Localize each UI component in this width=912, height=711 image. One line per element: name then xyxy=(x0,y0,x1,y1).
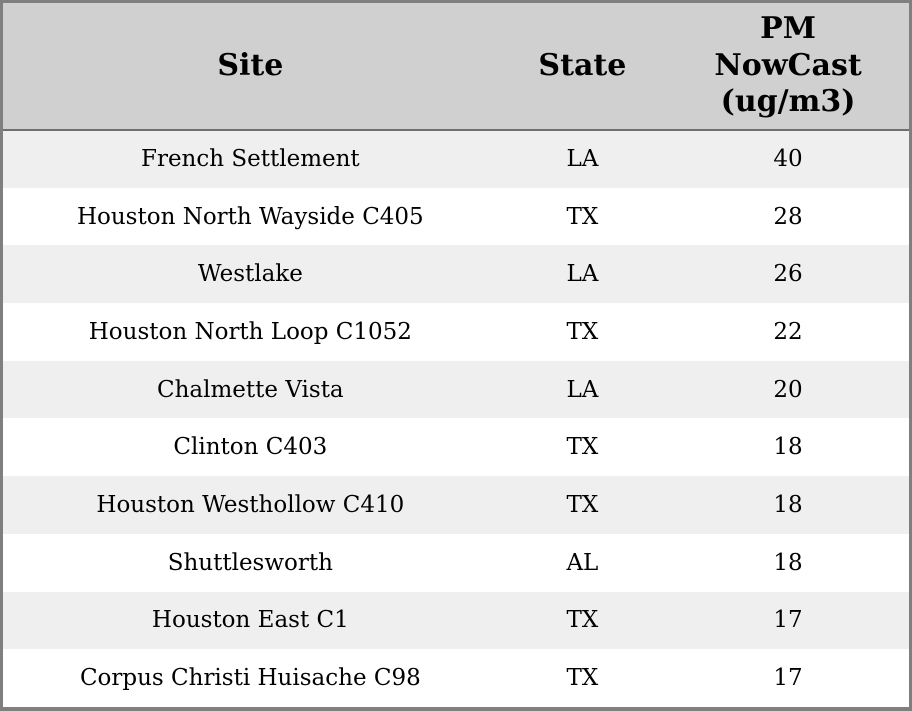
header-line: (ug/m3) xyxy=(720,84,856,120)
pm-cell: 17 xyxy=(667,591,909,650)
table-row: Westlake LA 26 xyxy=(3,245,909,304)
site-cell: Houston East C1 xyxy=(3,591,498,650)
table-row: Houston East C1 TX 17 xyxy=(3,591,909,650)
pm-cell: 40 xyxy=(667,130,909,188)
site-cell: Shuttlesworth xyxy=(3,533,498,592)
header-row: Site State PM NowCast (ug/m3) xyxy=(3,3,909,131)
pm-cell: 28 xyxy=(667,187,909,246)
pm-cell: 18 xyxy=(667,418,909,477)
pm-nowcast-table: Site State PM NowCast (ug/m3) French Settlem… xyxy=(3,3,909,707)
site-cell: Chalmette Vista xyxy=(3,360,498,419)
column-header-state: State xyxy=(497,3,668,131)
table-row: Houston North Wayside C405 TX 28 xyxy=(3,187,909,246)
state-cell: AL xyxy=(497,533,668,592)
column-header-site: Site xyxy=(3,3,498,131)
table-row: Chalmette Vista LA 20 xyxy=(3,360,909,419)
state-cell: TX xyxy=(497,187,668,246)
pm-cell: 26 xyxy=(667,245,909,304)
state-cell: TX xyxy=(497,591,668,650)
table-row: Houston Westhollow C410 TX 18 xyxy=(3,476,909,534)
table-body: French Settlement LA 40 Houston North Waysi… xyxy=(3,130,909,707)
header-line: PM xyxy=(760,11,816,47)
site-cell: Houston North Loop C1052 xyxy=(3,303,498,361)
header-line: Site xyxy=(217,47,284,83)
table-header: Site State PM NowCast (ug/m3) xyxy=(3,3,909,131)
site-cell: Houston North Wayside C405 xyxy=(3,187,498,246)
table-row: French Settlement LA 40 xyxy=(3,130,909,188)
header-line: State xyxy=(538,47,627,83)
site-cell: French Settlement xyxy=(3,130,498,188)
pm-cell: 18 xyxy=(667,476,909,534)
column-header-pm: PM NowCast (ug/m3) xyxy=(667,3,909,131)
state-cell: TX xyxy=(497,303,668,361)
table-row: Corpus Christi Huisache C98 TX 17 xyxy=(3,649,909,707)
site-cell: Corpus Christi Huisache C98 xyxy=(3,649,498,707)
pm-cell: 18 xyxy=(667,533,909,592)
site-cell: Westlake xyxy=(3,245,498,304)
table-row: Shuttlesworth AL 18 xyxy=(3,533,909,592)
site-cell: Houston Westhollow C410 xyxy=(3,476,498,534)
state-cell: TX xyxy=(497,649,668,707)
pm-cell: 20 xyxy=(667,360,909,419)
state-cell: LA xyxy=(497,360,668,419)
state-cell: TX xyxy=(497,418,668,477)
state-cell: LA xyxy=(497,245,668,304)
pm-cell: 17 xyxy=(667,649,909,707)
table-row: Clinton C403 TX 18 xyxy=(3,418,909,477)
state-cell: LA xyxy=(497,130,668,188)
pm-cell: 22 xyxy=(667,303,909,361)
header-line: NowCast xyxy=(714,47,862,83)
table-row: Houston North Loop C1052 TX 22 xyxy=(3,303,909,361)
state-cell: TX xyxy=(497,476,668,534)
site-cell: Clinton C403 xyxy=(3,418,498,477)
